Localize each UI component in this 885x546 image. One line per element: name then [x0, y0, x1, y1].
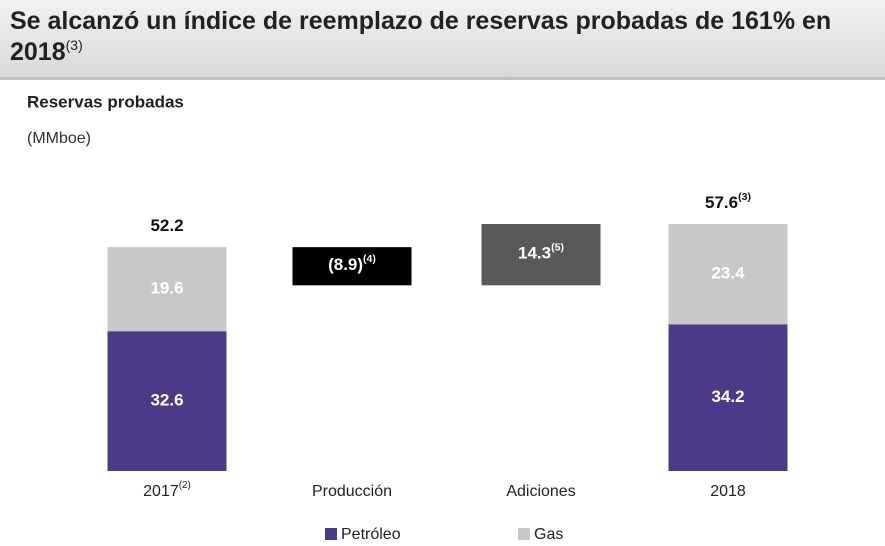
title: Se alcanzó un índice de reemplazo de res…	[10, 6, 875, 68]
bar-segment	[668, 224, 788, 325]
step-bar	[292, 247, 412, 286]
legend-label: Gas	[534, 526, 563, 543]
step-label: (8.9)(4)	[328, 253, 376, 275]
x-tick-label: 2018	[710, 483, 746, 500]
total-label: 57.6(3)	[705, 191, 751, 213]
step-bar	[481, 224, 601, 286]
x-tick-label-main: Adiciones	[506, 483, 575, 500]
segment-label: 19.6	[150, 279, 183, 298]
title-text: Se alcanzó un índice de reemplazo de res…	[10, 7, 832, 66]
title-band	[0, 0, 885, 80]
bar-segment	[107, 247, 227, 332]
x-tick-label: Adiciones	[506, 483, 575, 500]
x-tick-label: 2017(2)	[143, 480, 191, 501]
legend-swatch	[518, 528, 530, 540]
segment-label: 23.4	[711, 264, 745, 283]
bar-segment	[107, 331, 227, 471]
subtitle: Reservas probadas	[27, 92, 184, 111]
x-tick-label-main: 2018	[710, 483, 746, 500]
total-label-note: (3)	[738, 191, 751, 203]
total-label-main: 57.6	[705, 193, 738, 212]
step-label-note: (4)	[363, 253, 376, 265]
bar-segment	[668, 324, 788, 471]
unit: (MMboe)	[27, 130, 91, 147]
x-tick-label-note: (2)	[179, 480, 191, 491]
total-label: 52.2	[150, 217, 183, 236]
segment-label: 32.6	[150, 391, 183, 410]
total-label-main: 52.2	[150, 217, 183, 236]
legend-swatch	[325, 528, 337, 540]
legend-label: Petróleo	[341, 526, 401, 543]
x-tick-label-main: Producción	[312, 483, 392, 500]
step-label-note: (5)	[551, 241, 564, 253]
x-tick-label-main: 2017	[143, 483, 179, 500]
step-label-main: 14.3	[518, 244, 551, 263]
segment-label: 34.2	[711, 387, 744, 406]
title-note: (3)	[65, 37, 83, 53]
step-label: 14.3(5)	[518, 241, 564, 263]
step-label-main: (8.9)	[328, 256, 363, 275]
x-tick-label: Producción	[312, 483, 392, 500]
